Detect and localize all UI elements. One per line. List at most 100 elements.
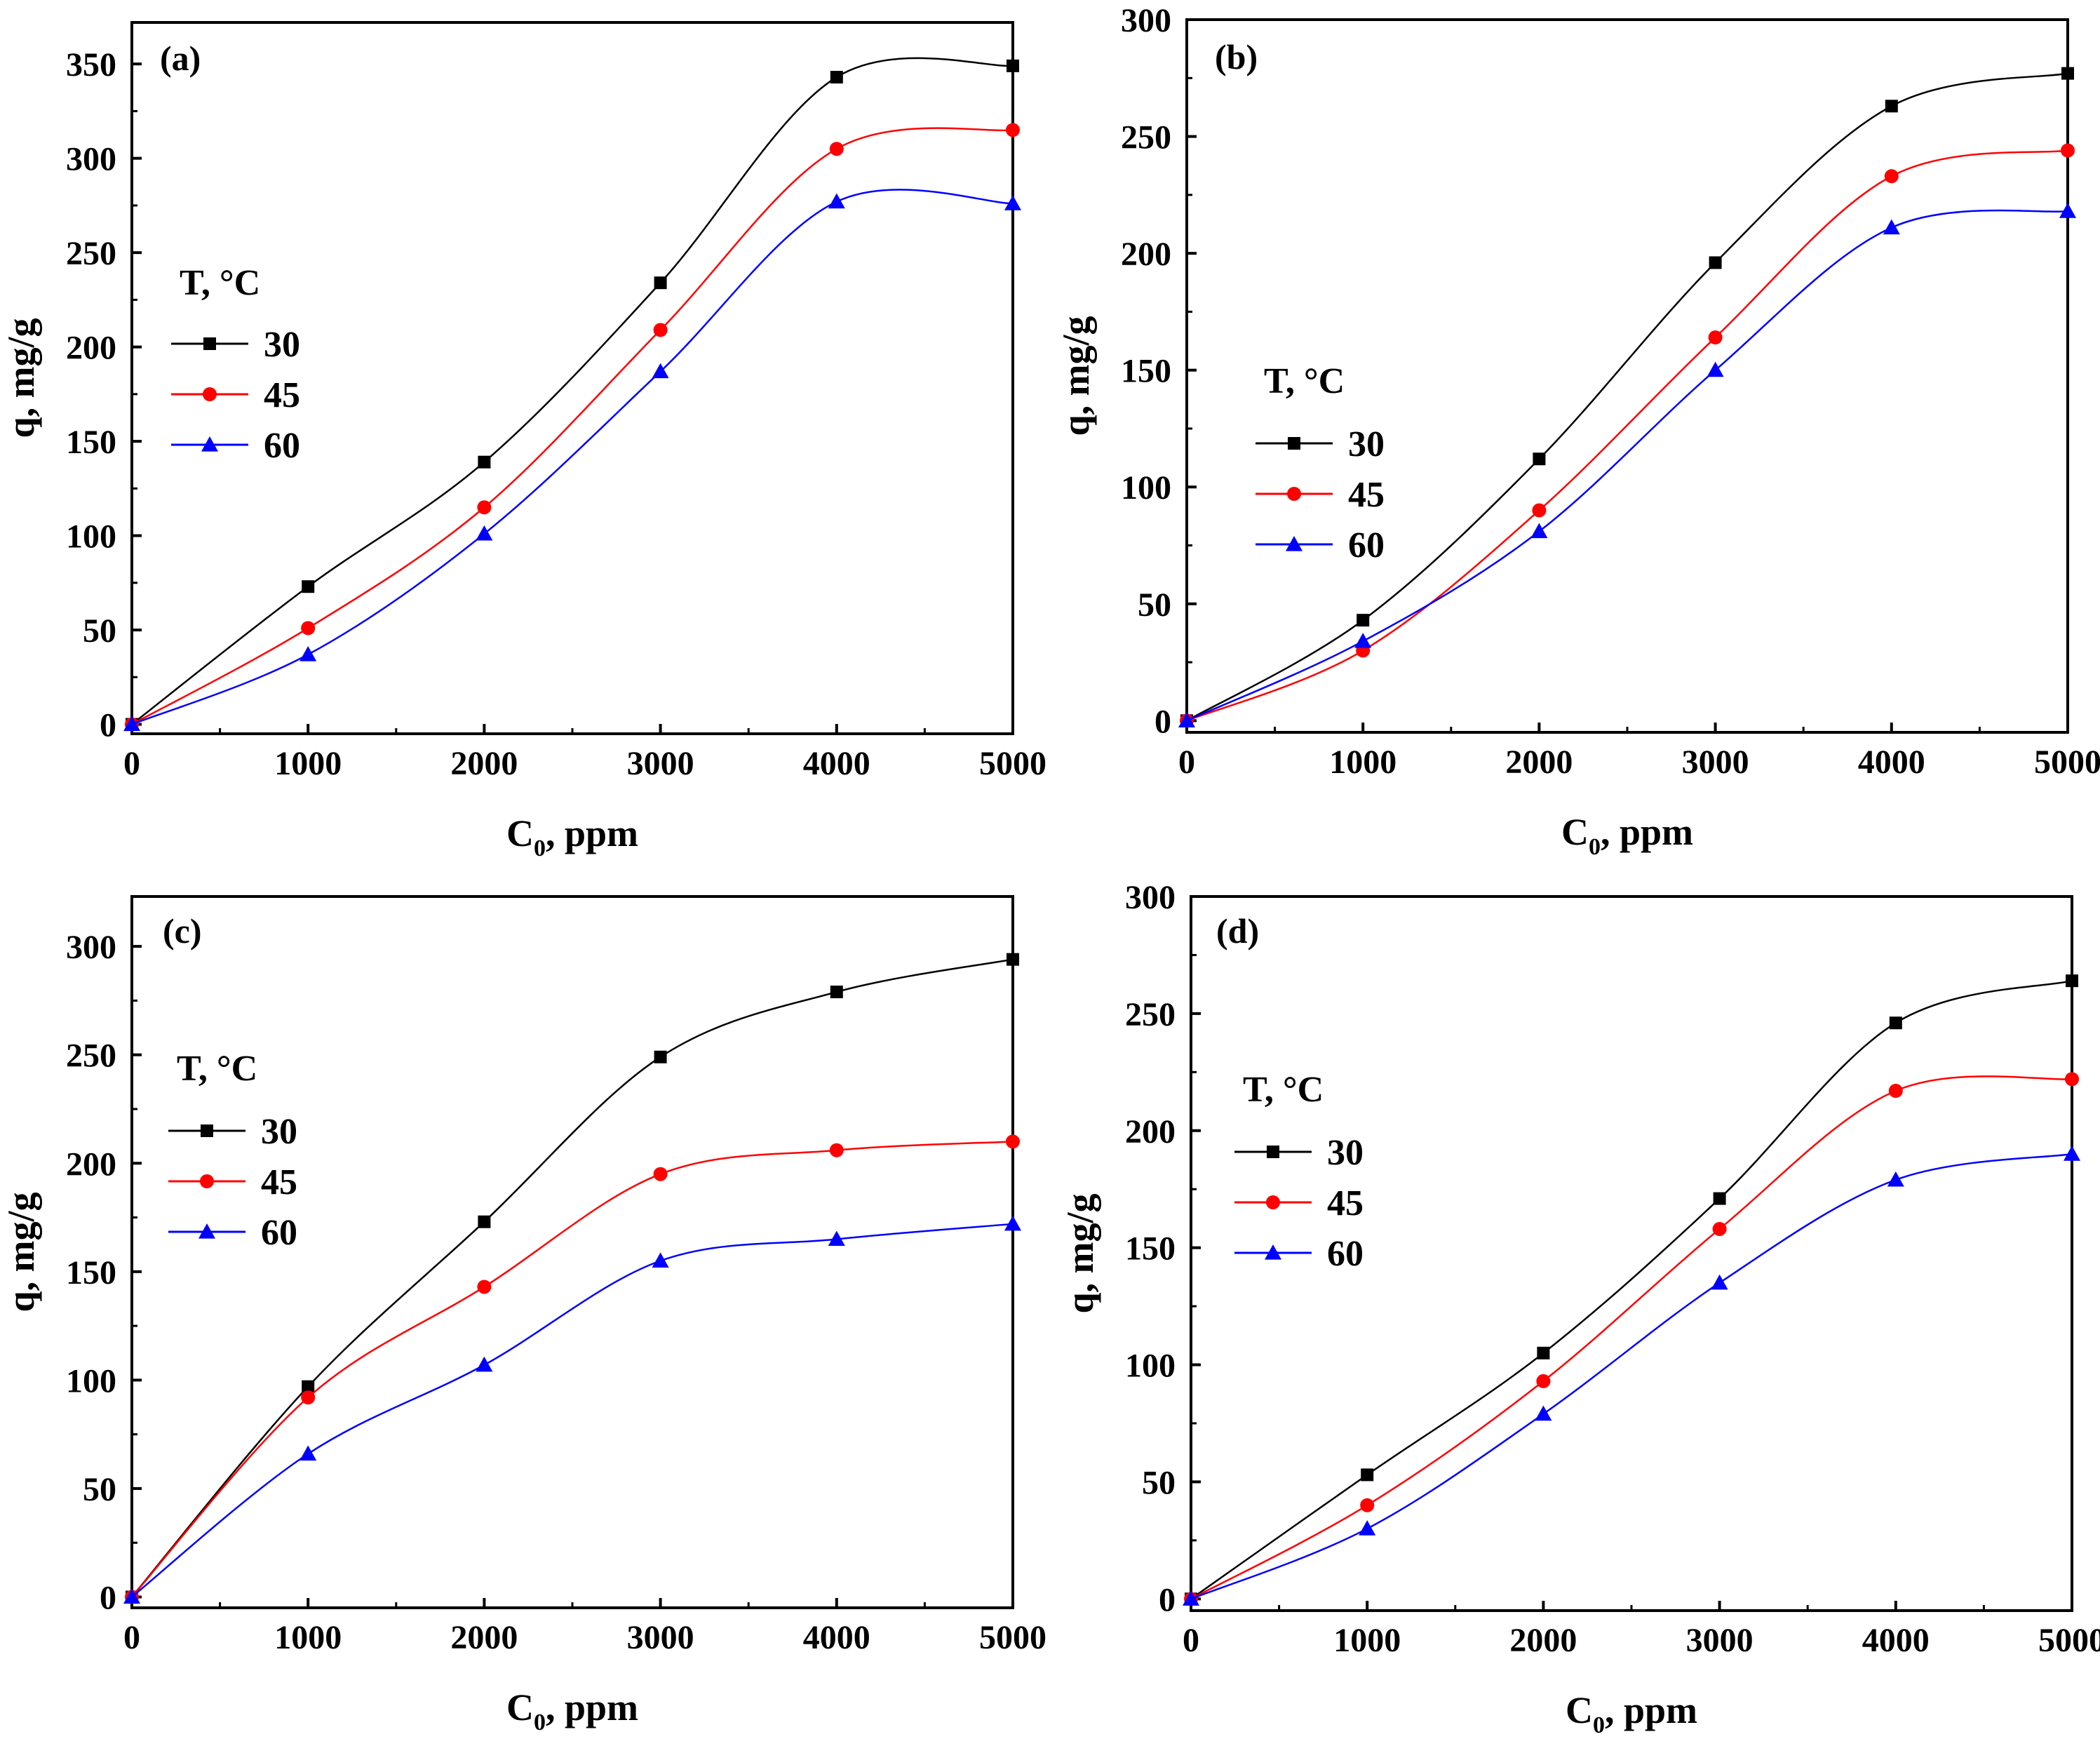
x-axis-title-main: C <box>1561 811 1589 853</box>
data-point-30-4000 <box>1889 1016 1902 1030</box>
data-point-60-3000 <box>652 363 669 379</box>
series-line-45 <box>131 127 1014 725</box>
y-tick-label: 0 <box>100 1580 116 1617</box>
x-tick-label: 3000 <box>1686 1622 1754 1659</box>
y-tick-label: 150 <box>66 1254 116 1291</box>
data-point-30-5000 <box>2061 67 2074 80</box>
y-tick-label: 150 <box>66 424 116 461</box>
x-tick-label: 4000 <box>803 1619 870 1656</box>
data-point-30-2000 <box>1537 1346 1550 1359</box>
y-tick-label: 200 <box>66 330 116 367</box>
data-point-60-2000 <box>1530 523 1548 539</box>
data-point-30-5000 <box>1007 59 1019 72</box>
series-line-60 <box>1190 1153 2073 1600</box>
y-tick-label: 0 <box>1159 1581 1176 1618</box>
y-axis-title: q, mg/g <box>0 1192 42 1312</box>
data-point-60-1000 <box>299 1445 317 1461</box>
data-point-30-4000 <box>830 986 843 999</box>
x-tick-label: 0 <box>1178 744 1195 781</box>
series-30 <box>126 953 1019 1604</box>
data-point-30-1000 <box>1357 614 1370 627</box>
y-tick-label: 300 <box>66 929 116 966</box>
legend-marker-60 <box>198 1223 215 1239</box>
series-line-60 <box>131 1223 1014 1598</box>
series-line-45 <box>131 1141 1014 1598</box>
y-tick-label: 150 <box>1121 353 1171 390</box>
series-line-60 <box>1186 209 2068 722</box>
data-point-30-3000 <box>1713 1192 1726 1205</box>
x-axis-title-main: C <box>506 812 534 854</box>
legend: T, °C30 45 60 <box>1234 1070 1364 1274</box>
x-tick-label: 5000 <box>979 745 1046 782</box>
data-point-60-0 <box>123 1588 140 1604</box>
y-tick-label: 50 <box>83 1471 116 1508</box>
data-point-60-4000 <box>828 1230 845 1247</box>
x-axis-title-unit: , ppm <box>546 812 638 854</box>
y-tick-label: 300 <box>1125 879 1176 916</box>
legend-label-30: 30 <box>1327 1133 1364 1173</box>
legend-title: T, °C <box>177 1049 257 1089</box>
y-tick-label: 250 <box>66 235 116 272</box>
data-point-45-4000 <box>829 142 844 156</box>
x-axis-title: C0, ppm <box>1561 811 1693 860</box>
x-tick-label: 5000 <box>2034 744 2100 781</box>
data-point-30-3000 <box>654 1050 667 1063</box>
x-tick-label: 0 <box>123 1619 140 1656</box>
y-tick-label: 100 <box>66 1362 116 1399</box>
series-60 <box>123 1215 1021 1604</box>
data-point-30-3000 <box>654 276 667 290</box>
legend-marker-30 <box>1267 1146 1279 1158</box>
x-tick-label: 2000 <box>1505 744 1573 781</box>
legend: T, °C30 45 60 <box>171 263 300 466</box>
data-point-60-4000 <box>828 193 845 209</box>
data-point-30-5000 <box>2066 974 2078 988</box>
legend-label-45: 45 <box>264 375 300 415</box>
series-30 <box>126 57 1019 731</box>
legend: T, °C30 45 60 <box>1256 361 1385 565</box>
data-point-30-4000 <box>1885 100 1898 113</box>
x-axis-title: C0, ppm <box>506 812 638 861</box>
data-point-60-4000 <box>1887 1171 1904 1187</box>
chart-panel-3: 0 1000 2000 3000 4000 5000050100150200250300C… <box>1059 879 2100 1738</box>
x-axis-title: C0, ppm <box>1566 1689 1697 1738</box>
series-45 <box>1184 1072 2079 1606</box>
y-tick-label: 200 <box>1125 1113 1176 1150</box>
legend-title: T, °C <box>1243 1070 1324 1110</box>
panel-label: (d) <box>1216 911 1259 951</box>
data-point-60-5000 <box>2059 203 2076 218</box>
data-point-45-3000 <box>1712 1221 1727 1236</box>
chart-panel-1: 0 1000 2000 3000 4000 5000050100150200250300C… <box>1055 2 2100 860</box>
legend-label-30: 30 <box>264 325 300 365</box>
series-60 <box>1178 203 2076 727</box>
panel-label: (b) <box>1215 37 1258 76</box>
legend-label-45: 45 <box>261 1162 297 1202</box>
legend-label-60: 60 <box>1327 1234 1364 1274</box>
x-tick-label: 3000 <box>627 1619 694 1656</box>
data-point-45-5000 <box>2065 1072 2079 1087</box>
x-axis-title-unit: , ppm <box>546 1686 638 1728</box>
data-point-60-2000 <box>476 1356 493 1372</box>
x-axis-title-subscript: 0 <box>1593 1712 1605 1738</box>
data-point-30-2000 <box>478 455 491 469</box>
x-axis-title-subscript: 0 <box>1589 834 1601 860</box>
data-point-45-2000 <box>1536 1374 1551 1388</box>
data-point-60-4000 <box>1883 219 1900 235</box>
data-point-60-5000 <box>2064 1146 2080 1161</box>
legend-label-60: 60 <box>261 1213 297 1253</box>
legend-marker-30 <box>203 337 216 350</box>
data-point-45-5000 <box>2061 143 2075 158</box>
y-tick-label: 50 <box>1142 1464 1176 1501</box>
data-point-45-4000 <box>1884 169 1899 184</box>
y-tick-label: 100 <box>66 518 116 556</box>
data-point-60-2000 <box>476 525 493 541</box>
series-60 <box>123 189 1021 732</box>
data-point-60-1000 <box>299 646 317 662</box>
data-point-45-4000 <box>829 1143 844 1157</box>
x-tick-label: 0 <box>1183 1622 1199 1659</box>
legend-title: T, °C <box>1264 361 1345 401</box>
data-point-30-3000 <box>1709 256 1722 269</box>
legend: T, °C30 45 60 <box>168 1049 297 1253</box>
y-tick-label: 200 <box>66 1146 116 1183</box>
y-tick-label: 250 <box>66 1037 116 1075</box>
